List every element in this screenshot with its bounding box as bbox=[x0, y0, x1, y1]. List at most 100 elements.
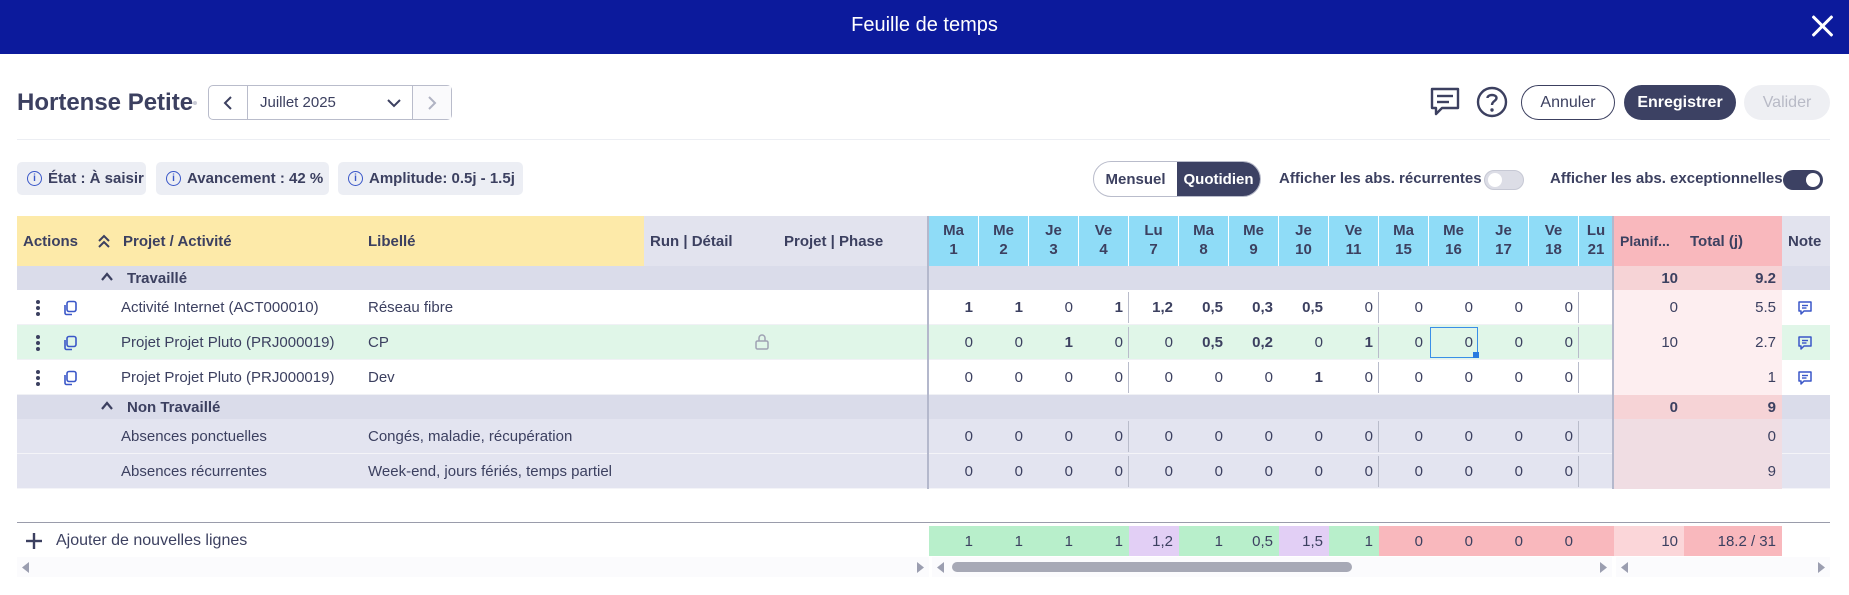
row-label[interactable]: Réseau fibre bbox=[368, 299, 454, 316]
note-icon[interactable] bbox=[1797, 335, 1813, 351]
scroll-right-icon[interactable] bbox=[1598, 562, 1608, 573]
fill-handle[interactable] bbox=[1473, 352, 1479, 358]
day-cell[interactable] bbox=[1579, 360, 1614, 395]
day-cell[interactable]: 0 bbox=[1014, 428, 1023, 445]
day-cell[interactable]: 0 bbox=[1514, 334, 1523, 351]
day-cell[interactable]: 0 bbox=[1514, 463, 1523, 480]
previous-month-button[interactable] bbox=[209, 86, 248, 119]
scroll-thumb[interactable] bbox=[952, 562, 1352, 572]
view-daily-option[interactable]: Quotidien bbox=[1177, 162, 1260, 196]
validate-button[interactable]: Valider bbox=[1744, 85, 1830, 120]
day-cell[interactable] bbox=[1579, 325, 1614, 360]
day-cell[interactable]: 0,5 bbox=[1302, 299, 1323, 316]
more-vertical-icon[interactable] bbox=[34, 299, 42, 317]
day-cell[interactable]: 0 bbox=[1114, 369, 1123, 386]
view-monthly-option[interactable]: Mensuel bbox=[1105, 170, 1166, 188]
day-cell[interactable]: 0 bbox=[1314, 428, 1323, 445]
day-cell[interactable]: 0 bbox=[1364, 299, 1373, 316]
day-cell[interactable]: 0 bbox=[964, 463, 973, 480]
day-cell[interactable]: 0 bbox=[1314, 334, 1323, 351]
day-cell[interactable]: 0 bbox=[1364, 428, 1373, 445]
day-cell[interactable]: 0 bbox=[1314, 463, 1323, 480]
day-cell[interactable]: 0 bbox=[1464, 428, 1473, 445]
day-cell[interactable]: 0 bbox=[1514, 299, 1523, 316]
day-cell[interactable]: 0 bbox=[1164, 463, 1173, 480]
day-cell[interactable]: 0 bbox=[1014, 463, 1023, 480]
row-label[interactable]: CP bbox=[368, 334, 389, 351]
day-cell[interactable]: 0 bbox=[1564, 369, 1573, 386]
more-vertical-icon[interactable] bbox=[34, 369, 42, 387]
next-month-button[interactable] bbox=[412, 86, 451, 119]
day-cell[interactable]: 1 bbox=[1314, 369, 1323, 386]
day-cell[interactable]: 0 bbox=[1014, 369, 1023, 386]
day-cell[interactable]: 0 bbox=[1214, 463, 1223, 480]
help-icon[interactable] bbox=[1475, 85, 1509, 119]
day-cell[interactable]: 0 bbox=[1114, 428, 1123, 445]
day-cell[interactable] bbox=[1579, 454, 1614, 489]
day-cell[interactable]: 0 bbox=[1114, 334, 1123, 351]
plus-icon[interactable] bbox=[25, 532, 43, 550]
month-dropdown[interactable]: Juillet 2025 bbox=[248, 86, 412, 119]
day-cell[interactable]: 0 bbox=[1464, 369, 1473, 386]
day-cell[interactable]: 1,2 bbox=[1152, 299, 1173, 316]
comment-icon[interactable] bbox=[1428, 85, 1462, 119]
day-cell[interactable]: 1 bbox=[964, 299, 973, 316]
close-icon[interactable] bbox=[1805, 9, 1839, 43]
save-button[interactable]: Enregistrer bbox=[1624, 85, 1736, 120]
note-icon[interactable] bbox=[1797, 300, 1813, 316]
scroll-left-icon[interactable] bbox=[936, 562, 946, 573]
day-cell[interactable]: 0 bbox=[1064, 369, 1073, 386]
day-cell[interactable]: 0 bbox=[1564, 334, 1573, 351]
day-cell[interactable]: 0,5 bbox=[1202, 299, 1223, 316]
day-cell[interactable]: 0 bbox=[1264, 428, 1273, 445]
day-cell[interactable]: 0 bbox=[1364, 463, 1373, 480]
day-cell[interactable]: 0 bbox=[964, 334, 973, 351]
day-cell[interactable]: 0 bbox=[1214, 428, 1223, 445]
day-cell[interactable]: 0,2 bbox=[1252, 334, 1273, 351]
add-lines-button[interactable]: Ajouter de nouvelles lignes bbox=[56, 532, 248, 549]
note-icon[interactable] bbox=[1797, 370, 1813, 386]
day-cell[interactable]: 0 bbox=[1264, 463, 1273, 480]
day-cell[interactable]: 0 bbox=[1564, 299, 1573, 316]
day-cell[interactable]: 0 bbox=[1464, 334, 1473, 351]
day-cell[interactable]: 0 bbox=[1564, 463, 1573, 480]
more-vertical-icon[interactable] bbox=[34, 334, 42, 352]
day-cell[interactable]: 0 bbox=[1414, 463, 1423, 480]
day-cell[interactable]: 0 bbox=[1414, 369, 1423, 386]
day-cell[interactable]: 0 bbox=[1164, 369, 1173, 386]
days-scrollbar[interactable] bbox=[932, 557, 1612, 577]
day-cell[interactable]: 0 bbox=[1564, 428, 1573, 445]
day-cell[interactable]: 0 bbox=[1514, 428, 1523, 445]
collapse-all-icon[interactable] bbox=[91, 216, 117, 266]
exceptional-absences-toggle[interactable] bbox=[1783, 170, 1823, 190]
day-cell[interactable]: 1 bbox=[1114, 299, 1123, 316]
day-cell[interactable]: 1 bbox=[1364, 334, 1373, 351]
right-scrollbar[interactable] bbox=[1616, 557, 1830, 577]
day-cell[interactable]: 0 bbox=[1464, 299, 1473, 316]
day-cell[interactable]: 0 bbox=[1464, 463, 1473, 480]
scroll-left-icon[interactable] bbox=[1620, 562, 1630, 573]
day-cell[interactable]: 0 bbox=[1164, 334, 1173, 351]
day-cell[interactable]: 0 bbox=[1064, 428, 1073, 445]
day-cell[interactable]: 0 bbox=[1264, 369, 1273, 386]
day-cell[interactable]: 1 bbox=[1064, 334, 1073, 351]
day-cell[interactable]: 0 bbox=[1114, 463, 1123, 480]
day-cell[interactable]: 0,3 bbox=[1252, 299, 1273, 316]
day-cell[interactable]: 0 bbox=[1164, 428, 1173, 445]
cancel-button[interactable]: Annuler bbox=[1521, 85, 1615, 120]
recurring-absences-toggle[interactable] bbox=[1484, 170, 1524, 190]
scroll-left-icon[interactable] bbox=[21, 562, 31, 573]
day-cell[interactable]: 0 bbox=[1364, 369, 1373, 386]
scroll-right-icon[interactable] bbox=[1816, 562, 1826, 573]
copy-icon[interactable] bbox=[62, 300, 78, 316]
day-cell[interactable]: 0 bbox=[1214, 369, 1223, 386]
copy-icon[interactable] bbox=[62, 335, 78, 351]
copy-icon[interactable] bbox=[62, 370, 78, 386]
day-cell[interactable]: 0 bbox=[1414, 334, 1423, 351]
day-cell[interactable]: 0,5 bbox=[1202, 334, 1223, 351]
day-cell[interactable]: 0 bbox=[1064, 299, 1073, 316]
day-cell[interactable]: 0 bbox=[964, 369, 973, 386]
day-cell[interactable]: 0 bbox=[1014, 334, 1023, 351]
left-scrollbar[interactable] bbox=[17, 557, 929, 577]
day-cell[interactable]: 0 bbox=[1514, 369, 1523, 386]
